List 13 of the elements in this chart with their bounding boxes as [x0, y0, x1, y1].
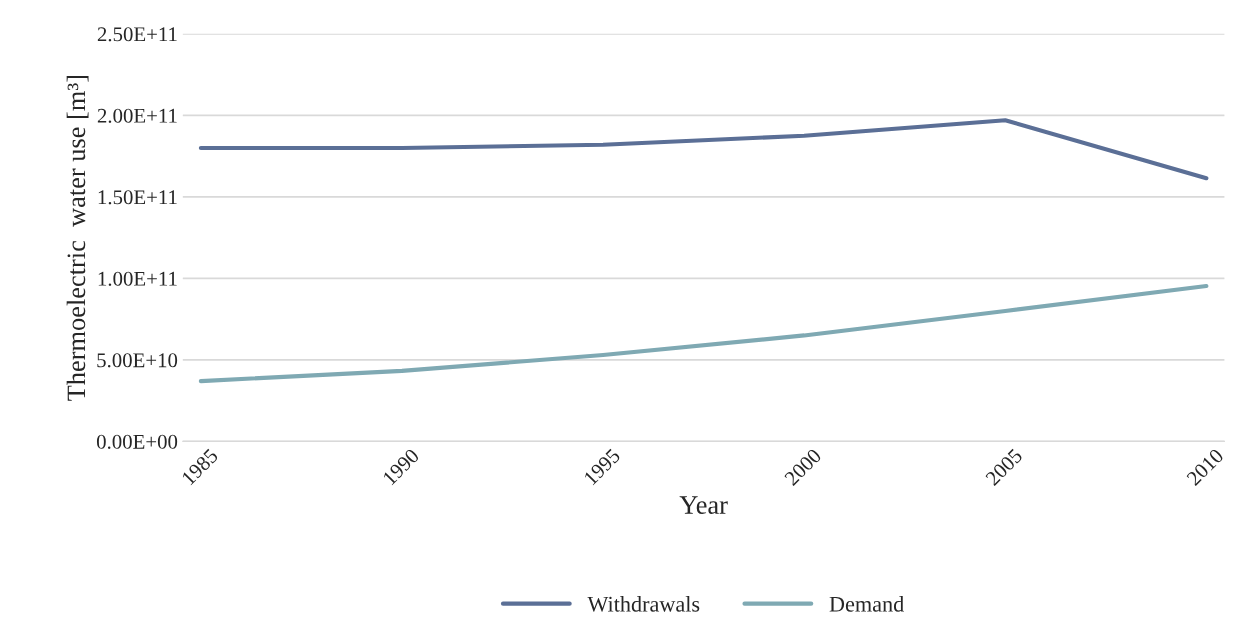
line-series [198, 118, 1209, 181]
y-tick-label: 0.00E+00 [96, 434, 178, 449]
y-tick-label: 2.50E+11 [97, 27, 177, 42]
y-tick-label: 1.50E+11 [98, 190, 177, 205]
legend-label: Demand [829, 596, 904, 612]
x-axis-title: Year [679, 496, 728, 514]
x-tick-label: 1990 [382, 447, 420, 486]
y-tick-label: 1.00E+11 [98, 271, 177, 286]
y-tick-label: 2.00E+11 [97, 108, 177, 123]
y-axis-title: Thermoelectric water use [m³] [66, 75, 89, 401]
legend-label: Withdrawals [587, 596, 700, 612]
y-tick-label: 5.00E+10 [97, 353, 178, 368]
line-series [198, 283, 1209, 384]
